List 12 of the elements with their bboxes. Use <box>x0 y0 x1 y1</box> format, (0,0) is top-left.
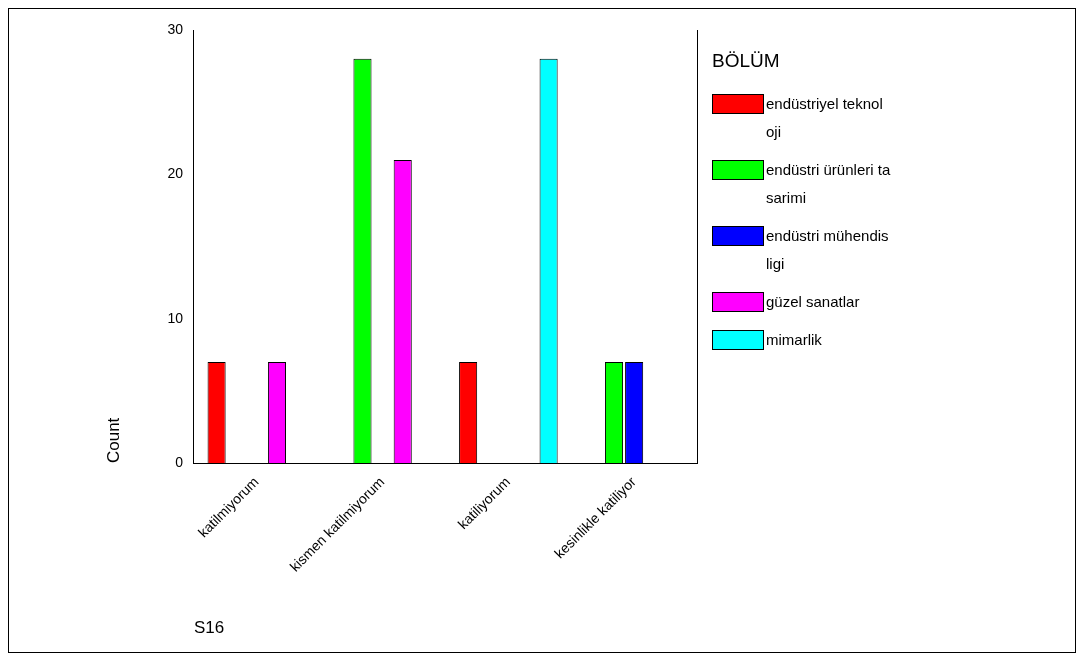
x-axis-title: S16 <box>193 618 225 638</box>
y-tick-label: 30 <box>167 20 184 37</box>
legend-label: endüstri ürünleri tasarimi <box>766 160 891 208</box>
legend-label: endüstri mühendisligi <box>766 226 890 274</box>
y-axis-title: Count <box>103 417 123 464</box>
legend-label: güzel sanatlar <box>766 292 861 312</box>
y-tick-label: 0 <box>175 453 184 470</box>
legend-title: BÖLÜM <box>712 50 781 72</box>
legend-label: mimarlik <box>766 330 823 350</box>
y-tick-label: 20 <box>167 165 184 182</box>
y-tick-label: 10 <box>167 309 184 326</box>
legend-label: endüstriyel teknoloji <box>766 94 884 142</box>
